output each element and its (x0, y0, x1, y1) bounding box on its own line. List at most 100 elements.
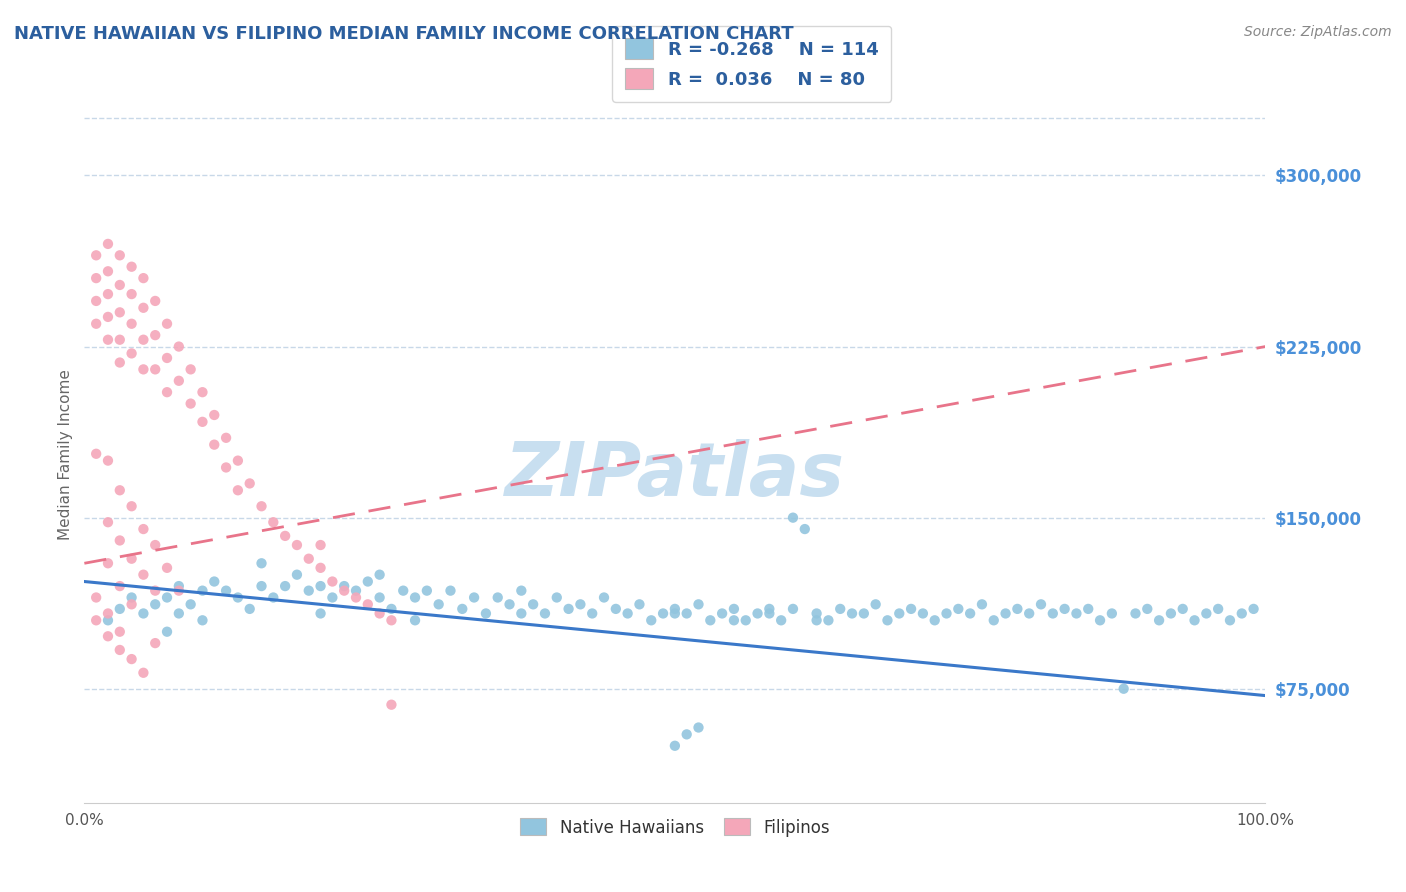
Point (132, 301, 155, 315)
Point (664, 602, 686, 616)
Point (156, 561, 179, 575)
Point (143, 598, 166, 612)
Point (628, 598, 651, 612)
Point (167, 579, 190, 593)
Point (132, 567, 155, 582)
Point (321, 574, 343, 589)
Point (121, 598, 143, 612)
Point (191, 385, 214, 400)
Point (143, 636, 166, 650)
Point (344, 583, 367, 598)
Point (97, 287, 120, 301)
Point (664, 607, 686, 621)
Point (911, 607, 934, 621)
Point (202, 408, 225, 422)
Point (121, 260, 143, 274)
Point (309, 607, 332, 621)
Point (770, 613, 793, 627)
Point (202, 437, 225, 451)
Point (333, 583, 356, 598)
Point (344, 591, 367, 605)
Legend: Native Hawaiians, Filipinos: Native Hawaiians, Filipinos (513, 812, 837, 843)
Point (108, 643, 131, 657)
Point (84, 317, 107, 331)
Point (156, 624, 179, 639)
Point (285, 567, 308, 582)
Point (262, 515, 284, 529)
Point (1206, 602, 1229, 616)
Point (948, 602, 970, 616)
Point (226, 591, 249, 605)
Point (782, 602, 804, 616)
Point (180, 396, 202, 410)
Point (1160, 607, 1182, 621)
Point (664, 739, 686, 753)
Point (84, 591, 107, 605)
Point (309, 579, 332, 593)
Point (380, 698, 402, 712)
Point (605, 602, 627, 616)
Point (1053, 602, 1076, 616)
Point (817, 613, 839, 627)
Point (486, 591, 509, 605)
Point (427, 598, 450, 612)
Point (97, 613, 120, 627)
Point (143, 293, 166, 308)
Point (202, 574, 225, 589)
Point (1029, 598, 1052, 612)
Point (191, 583, 214, 598)
Point (688, 598, 710, 612)
Point (498, 598, 520, 612)
Point (132, 522, 155, 536)
Point (782, 510, 804, 524)
Point (167, 583, 190, 598)
Point (935, 607, 957, 621)
Point (404, 613, 426, 627)
Point (1171, 602, 1194, 616)
Point (97, 264, 120, 278)
Point (593, 591, 616, 605)
Point (84, 293, 107, 308)
Point (132, 333, 155, 347)
Point (108, 305, 131, 319)
Point (404, 591, 426, 605)
Point (121, 652, 143, 666)
Point (688, 721, 710, 735)
Point (97, 310, 120, 324)
Point (1042, 607, 1064, 621)
Point (640, 613, 662, 627)
Point (463, 591, 485, 605)
Point (451, 602, 474, 616)
Point (132, 665, 155, 680)
Point (215, 460, 238, 475)
Point (1219, 613, 1241, 627)
Point (723, 602, 745, 616)
Point (1077, 602, 1099, 616)
Text: NATIVE HAWAIIAN VS FILIPINO MEDIAN FAMILY INCOME CORRELATION CHART: NATIVE HAWAIIAN VS FILIPINO MEDIAN FAMIL… (14, 25, 793, 43)
Point (758, 602, 780, 616)
Point (97, 453, 120, 467)
Point (510, 607, 533, 621)
Point (534, 607, 557, 621)
Point (865, 598, 887, 612)
Point (121, 551, 143, 566)
Point (84, 447, 107, 461)
Point (97, 629, 120, 643)
Point (1184, 613, 1206, 627)
Point (747, 607, 769, 621)
Point (226, 483, 249, 498)
Point (357, 574, 380, 589)
Point (416, 583, 439, 598)
Point (983, 613, 1005, 627)
Point (156, 385, 179, 400)
Point (108, 248, 131, 262)
Point (876, 613, 898, 627)
Point (522, 598, 544, 612)
Point (108, 483, 131, 498)
Point (97, 236, 120, 251)
Point (970, 598, 993, 612)
Point (156, 317, 179, 331)
Point (806, 613, 828, 627)
Point (546, 591, 568, 605)
Point (97, 515, 120, 529)
